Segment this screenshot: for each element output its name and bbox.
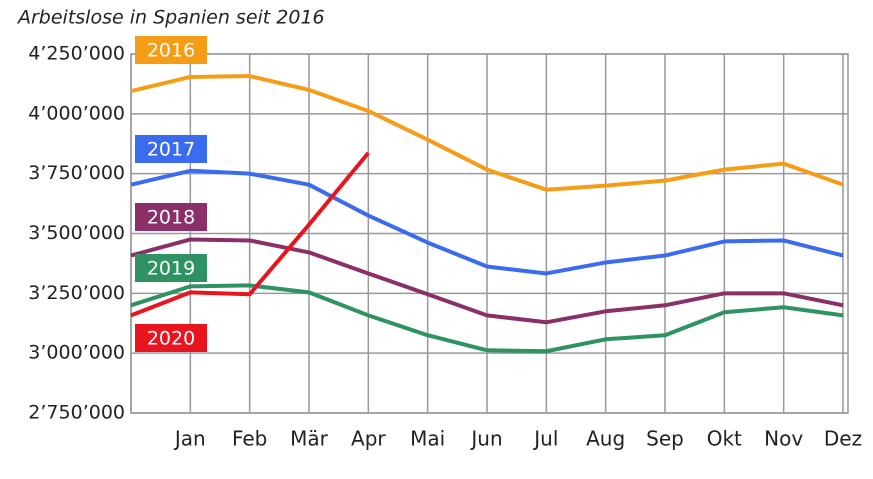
legend-label: 2018 — [147, 207, 195, 229]
x-tick-label: Feb — [232, 427, 267, 451]
legend-swatch — [135, 324, 207, 352]
x-tick-label: Dez — [824, 427, 862, 451]
legend-swatch — [135, 135, 207, 163]
x-tick-label: Nov — [764, 427, 803, 451]
legend-swatch — [135, 203, 207, 231]
x-tick-label: Jul — [532, 427, 558, 451]
y-tick-label: 3’750’000 — [28, 162, 125, 184]
x-tick-label: Okt — [707, 427, 742, 451]
x-tick-label: Jun — [469, 427, 502, 451]
legend-swatch — [135, 36, 207, 64]
legend-swatch — [135, 254, 207, 282]
y-tick-label: 4’000’000 — [28, 102, 125, 124]
chart-title: Arbeitslose in Spanien seit 2016 — [16, 7, 325, 29]
y-tick-label: 2’750’000 — [28, 402, 125, 424]
x-tick-label: Apr — [351, 427, 386, 451]
legend-label: 2016 — [147, 40, 195, 62]
series-line — [130, 151, 370, 318]
x-tick-label: Sep — [646, 427, 684, 451]
y-tick-label: 3’000’000 — [28, 342, 125, 364]
y-tick-label: 3’250’000 — [28, 282, 125, 304]
x-tick-label: Mär — [290, 427, 329, 451]
legend-label: 2017 — [147, 139, 195, 161]
x-tick-label: Mai — [410, 427, 445, 451]
series-line — [130, 74, 844, 192]
legend-label: 2019 — [147, 258, 195, 280]
x-tick-label: Aug — [586, 427, 625, 451]
x-tick-label: Jan — [173, 427, 206, 451]
legend-label: 2020 — [147, 328, 195, 350]
y-tick-label: 4’250’000 — [28, 43, 125, 65]
series-line — [130, 237, 844, 325]
series-line — [130, 283, 844, 354]
y-tick-label: 3’500’000 — [28, 222, 125, 244]
series-line — [130, 168, 844, 276]
